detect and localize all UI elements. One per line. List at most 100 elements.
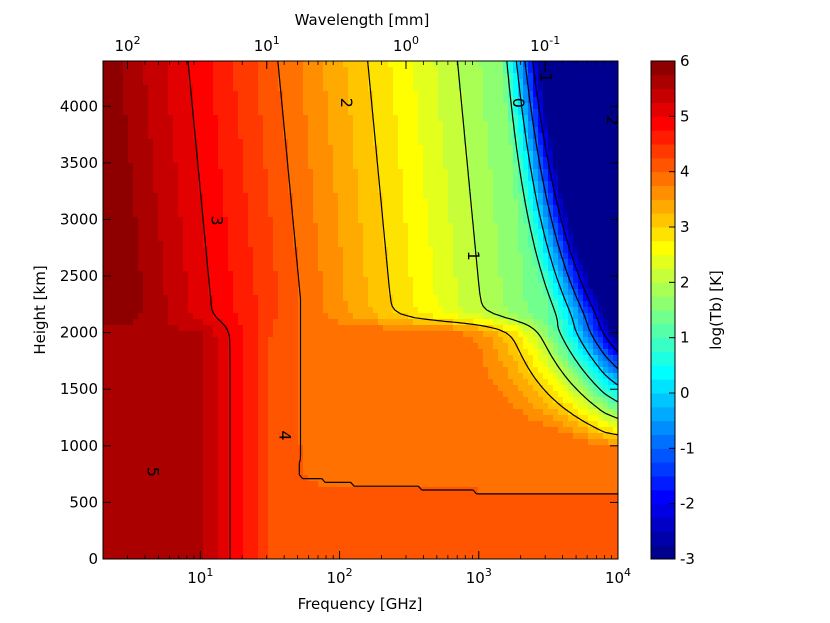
contour-fill-cell — [183, 157, 189, 164]
contour-fill-cell — [313, 217, 319, 224]
contour-fill-cell — [343, 163, 349, 170]
contour-fill-cell — [258, 67, 264, 74]
contour-fill-cell — [218, 355, 224, 362]
contour-fill-cell — [108, 355, 114, 362]
contour-fill-cell — [253, 433, 259, 440]
contour-fill-cell — [288, 493, 294, 500]
contour-fill-cell — [273, 145, 279, 152]
contour-fill-cell — [333, 265, 339, 272]
contour-fill-cell — [133, 163, 139, 170]
contour-fill-cell — [163, 187, 169, 194]
contour-fill-cell — [288, 121, 294, 128]
contour-fill-cell — [303, 409, 309, 416]
contour-fill-cell — [343, 73, 349, 80]
contour-fill-cell — [198, 373, 204, 380]
contour-fill-cell — [328, 445, 334, 452]
contour-fill-cell — [273, 271, 279, 278]
contour-fill-cell — [333, 421, 339, 428]
contour-fill-cell — [168, 541, 174, 548]
contour-fill-cell — [323, 169, 329, 176]
contour-fill-cell — [208, 193, 214, 200]
contour-fill-cell — [318, 133, 324, 140]
contour-fill-cell — [303, 361, 309, 368]
contour-fill-cell — [243, 253, 249, 260]
contour-fill-cell — [398, 475, 404, 482]
contour-fill-cell — [193, 319, 199, 326]
contour-fill-cell — [363, 361, 369, 368]
contour-fill-cell — [298, 181, 304, 188]
contour-fill-cell — [373, 475, 379, 482]
contour-fill-cell — [233, 211, 239, 218]
contour-fill-cell — [378, 409, 384, 416]
contour-fill-cell — [243, 493, 249, 500]
contour-fill-cell — [153, 385, 159, 392]
contour-fill-cell — [228, 397, 234, 404]
contour-fill-cell — [178, 475, 184, 482]
contour-fill-cell — [193, 331, 199, 338]
contour-fill-cell — [153, 127, 159, 134]
contour-fill-cell — [198, 217, 204, 224]
contour-fill-cell — [183, 151, 189, 158]
contour-fill-cell — [258, 277, 264, 284]
contour-fill-cell — [188, 307, 194, 314]
contour-fill-cell — [223, 181, 229, 188]
contour-fill-cell — [123, 277, 129, 284]
contour-fill-cell — [148, 355, 154, 362]
contour-fill-cell — [388, 355, 394, 362]
contour-fill-cell — [323, 541, 329, 548]
contour-fill-cell — [178, 355, 184, 362]
contour-fill-cell — [208, 439, 214, 446]
contour-fill-cell — [138, 121, 144, 128]
contour-fill-cell — [198, 73, 204, 80]
contour-fill-cell — [163, 145, 169, 152]
contour-fill-cell — [358, 169, 364, 176]
contour-fill-cell — [183, 481, 189, 488]
contour-fill-cell — [303, 457, 309, 464]
contour-fill-cell — [328, 91, 334, 98]
contour-fill-cell — [208, 319, 214, 326]
contour-fill-cell — [348, 379, 354, 386]
contour-fill-cell — [273, 499, 279, 506]
contour-fill-cell — [218, 187, 224, 194]
contour-fill-cell — [158, 373, 164, 380]
contour-fill-cell — [263, 325, 269, 332]
contour-fill-cell — [138, 397, 144, 404]
contour-fill-cell — [258, 181, 264, 188]
contour-fill-cell — [103, 463, 109, 470]
contour-fill-cell — [248, 103, 254, 110]
contour-fill-cell — [133, 205, 139, 212]
contour-fill-cell — [263, 73, 269, 80]
contour-fill-cell — [403, 79, 409, 86]
contour-fill-cell — [383, 223, 389, 230]
contour-fill-cell — [153, 253, 159, 260]
contour-fill-cell — [338, 439, 344, 446]
contour-fill-cell — [148, 505, 154, 512]
contour-fill-cell — [163, 307, 169, 314]
contour-fill-cell — [373, 451, 379, 458]
contour-fill-cell — [303, 115, 309, 122]
contour-fill-cell — [328, 253, 334, 260]
contour-fill-cell — [373, 97, 379, 104]
contour-fill-cell — [218, 289, 224, 296]
contour-fill-cell — [318, 253, 324, 260]
contour-fill-cell — [108, 409, 114, 416]
contour-fill-cell — [123, 541, 129, 548]
contour-fill-cell — [163, 259, 169, 266]
contour-fill-cell — [143, 205, 149, 212]
contour-fill-cell — [168, 97, 174, 104]
contour-fill-cell — [133, 505, 139, 512]
contour-fill-cell — [383, 331, 389, 338]
contour-fill-cell — [353, 85, 359, 92]
contour-fill-cell — [148, 403, 154, 410]
contour-fill-cell — [363, 373, 369, 380]
contour-fill-cell — [203, 487, 209, 494]
contour-fill-cell — [123, 337, 129, 344]
contour-fill-cell — [138, 499, 144, 506]
contour-fill-cell — [363, 457, 369, 464]
contour-fill-cell — [383, 433, 389, 440]
contour-fill-cell — [298, 535, 304, 542]
contour-fill-cell — [353, 343, 359, 350]
contour-fill-cell — [313, 103, 319, 110]
contour-fill-cell — [398, 229, 404, 236]
contour-fill-cell — [233, 337, 239, 344]
